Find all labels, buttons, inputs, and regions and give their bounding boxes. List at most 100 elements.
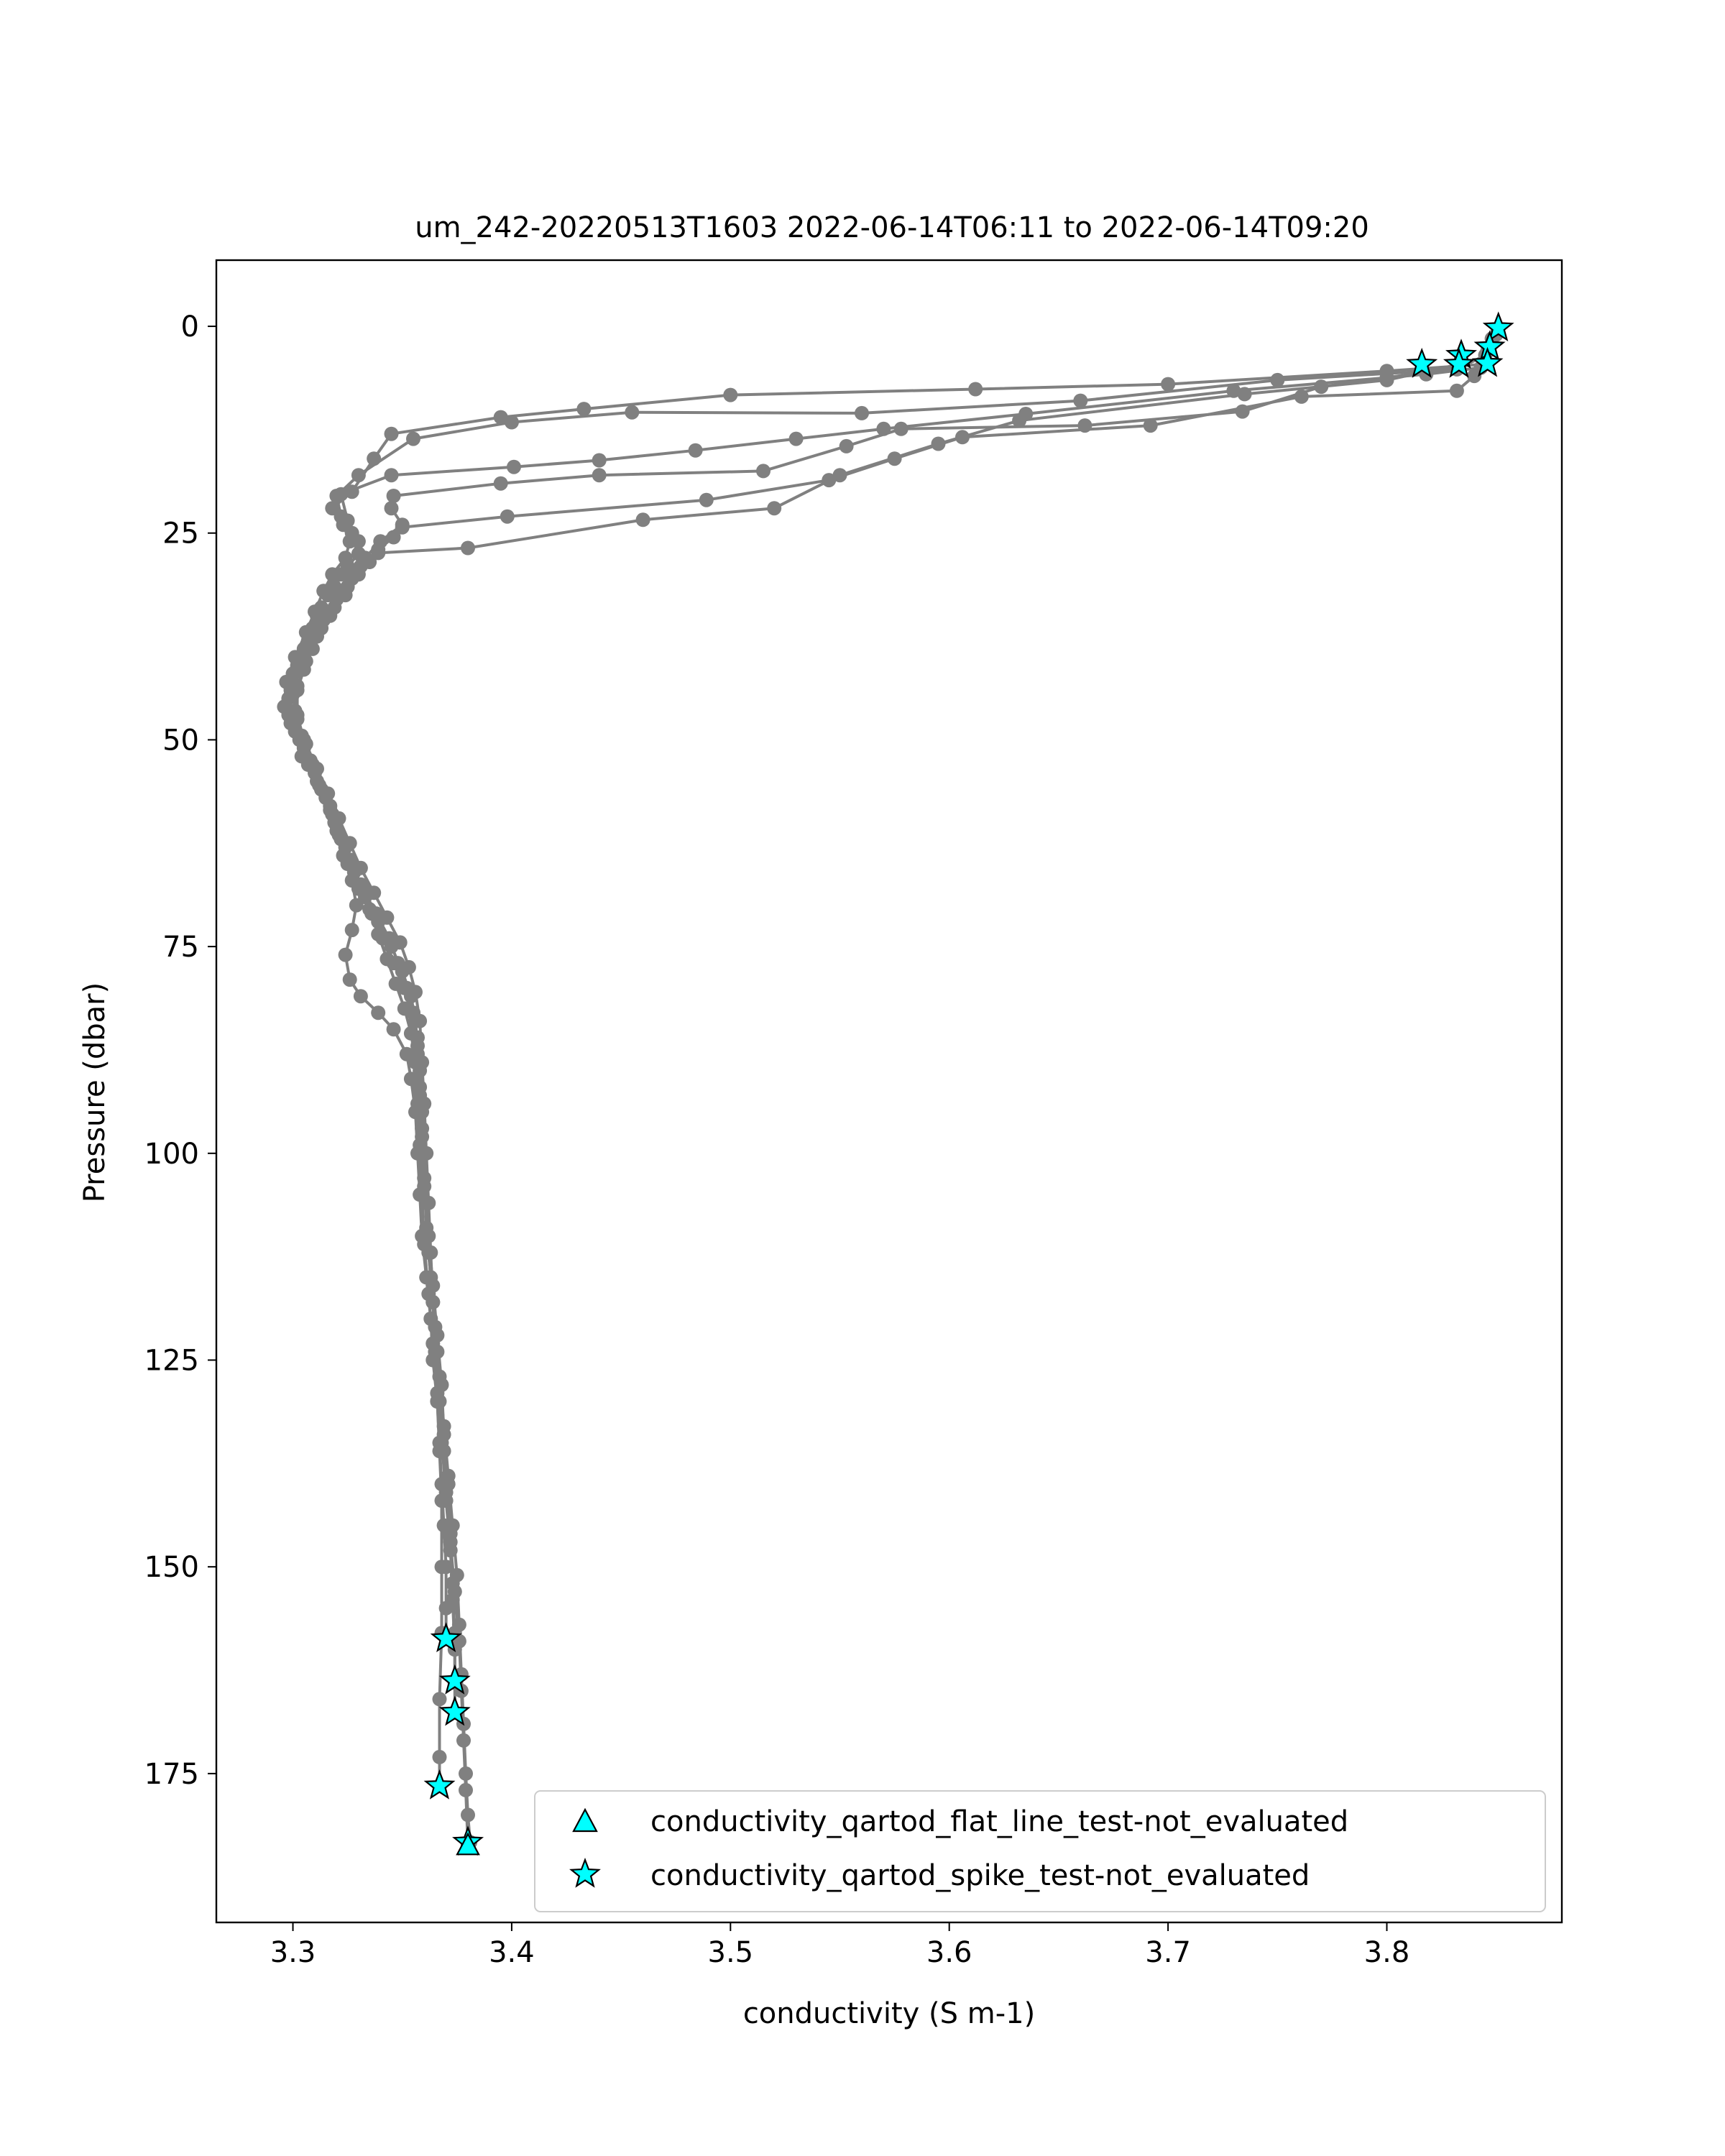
- profile-3-point-48: [432, 1749, 447, 1764]
- profile-3-point-31: [392, 935, 408, 950]
- legend-box: [534, 1790, 1546, 1912]
- profile-5-point-33: [413, 1138, 428, 1153]
- profile-4-point-49: [461, 1807, 475, 1823]
- profile-1-point-3: [1270, 372, 1285, 387]
- legend-entry-spike: conductivity_qartod_spike_test-not_evalu…: [650, 1859, 1310, 1892]
- profile-0-point-32: [344, 923, 359, 938]
- profile-4-point-34: [413, 1079, 428, 1095]
- y-tick-label-7: 175: [144, 1758, 199, 1791]
- profile-5-point-26: [371, 926, 386, 941]
- profile-2-point-5: [876, 421, 891, 436]
- profile-5-point-30: [403, 1026, 418, 1041]
- profile-5-point-45: [456, 1733, 471, 1748]
- y-tick-label-1: 25: [162, 517, 199, 550]
- profile-5-point-24: [353, 877, 368, 892]
- spike-marker-0: [1482, 311, 1514, 341]
- spike-marker-8: [438, 1695, 471, 1726]
- profile-5-point-32: [410, 1096, 425, 1111]
- profile-1-point-6: [625, 405, 640, 420]
- profile-line-3: [291, 354, 1463, 1787]
- profile-3-point-10: [493, 476, 508, 491]
- profile-5-point-6: [767, 501, 782, 516]
- profile-4-point-9: [500, 509, 515, 524]
- profile-5-point-39: [434, 1435, 449, 1450]
- profile-4-point-36: [417, 1171, 432, 1186]
- profile-0-point-12: [344, 484, 359, 499]
- profile-0-point-5: [1161, 377, 1176, 392]
- y-tick-label-5: 125: [144, 1344, 199, 1377]
- profile-3-point-30: [380, 910, 395, 925]
- profile-4-point-29: [382, 931, 397, 946]
- profile-5-point-14: [310, 629, 324, 644]
- profile-2-point-10: [384, 468, 399, 483]
- profile-1-point-7: [504, 415, 519, 430]
- profile-4-point-6: [887, 451, 902, 466]
- profile-3-point-12: [384, 501, 399, 516]
- profile-0-point-9: [493, 410, 508, 425]
- profile-2-point-3: [1226, 383, 1241, 398]
- profile-2-point-13: [351, 534, 366, 549]
- profile-1-point-9: [351, 468, 366, 483]
- x-axis-label: conductivity (S m-1): [743, 1997, 1035, 2030]
- profile-5-point-31: [408, 1055, 423, 1070]
- profile-4-point-4: [1143, 418, 1158, 433]
- profile-2-point-15: [327, 579, 342, 594]
- y-tick-label-0: 0: [181, 310, 199, 344]
- profile-line-4: [295, 362, 1489, 1843]
- chart-title: um_242-20220513T1603 2022-06-14T06:11 to…: [415, 211, 1369, 244]
- profile-4-point-11: [386, 530, 401, 545]
- profile-2-point-9: [507, 459, 521, 474]
- x-tick-label-0: 3.3: [270, 1936, 316, 1969]
- profile-5-point-41: [443, 1534, 458, 1549]
- profile-5-point-16: [290, 678, 305, 694]
- profile-3-point-9: [592, 468, 607, 483]
- profile-3-point-3: [1314, 379, 1329, 395]
- profile-0-point-36: [371, 1005, 386, 1021]
- profile-0-point-37: [386, 1022, 401, 1037]
- profile-5-point-17: [288, 704, 303, 719]
- profile-4-point-39: [428, 1319, 443, 1335]
- profile-0-point-11: [367, 451, 382, 466]
- profile-line-1: [287, 333, 1498, 1681]
- profile-3-point-7: [839, 438, 854, 453]
- profile-5-point-40: [438, 1485, 454, 1500]
- x-tick-label-3: 3.6: [926, 1936, 972, 1969]
- y-tick-label-6: 150: [144, 1551, 199, 1584]
- legend-entry-flat-line: conductivity_qartod_flat_line_test-not_e…: [650, 1805, 1348, 1838]
- profile-4-point-33: [410, 1038, 425, 1054]
- profile-5-point-21: [323, 803, 338, 818]
- spike-marker-6: [430, 1622, 462, 1653]
- spike-marker-5: [1471, 346, 1504, 377]
- profile-0-point-35: [353, 989, 368, 1004]
- profile-0-point-10: [384, 426, 399, 441]
- profile-4-point-7: [822, 473, 837, 488]
- profile-4-point-8: [699, 492, 714, 507]
- profile-3-point-47: [432, 1692, 447, 1707]
- profile-0-point-6: [968, 382, 983, 397]
- profile-1-point-8: [406, 431, 420, 446]
- profile-5-point-11: [351, 567, 366, 582]
- profile-5-point-23: [342, 852, 357, 867]
- profile-4-point-44: [449, 1567, 464, 1583]
- profile-4-point-35: [415, 1121, 430, 1136]
- profile-5-point-42: [447, 1584, 462, 1599]
- profile-5-point-2: [1237, 387, 1252, 402]
- profile-2-point-12: [340, 513, 355, 528]
- profile-4-point-42: [441, 1468, 456, 1483]
- y-axis-label: Pressure (dbar): [78, 982, 111, 1202]
- profile-5-point-15: [298, 654, 313, 669]
- profile-4-point-37: [419, 1220, 434, 1235]
- x-tick-label-4: 3.7: [1145, 1936, 1191, 1969]
- y-tick-label-2: 50: [162, 724, 199, 757]
- profile-0-point-7: [723, 387, 738, 402]
- profile-0-point-8: [576, 402, 592, 417]
- plot-frame: [215, 259, 1563, 1924]
- profile-5-point-20: [312, 778, 327, 793]
- y-tick-label-3: 75: [162, 931, 199, 964]
- profile-4-point-43: [445, 1518, 460, 1533]
- profile-3-point-5: [1077, 418, 1092, 433]
- spike-marker-9: [423, 1769, 456, 1800]
- profile-4-point-2: [1449, 383, 1464, 398]
- profile-2-point-8: [592, 453, 607, 468]
- profile-5-point-3: [1012, 413, 1027, 428]
